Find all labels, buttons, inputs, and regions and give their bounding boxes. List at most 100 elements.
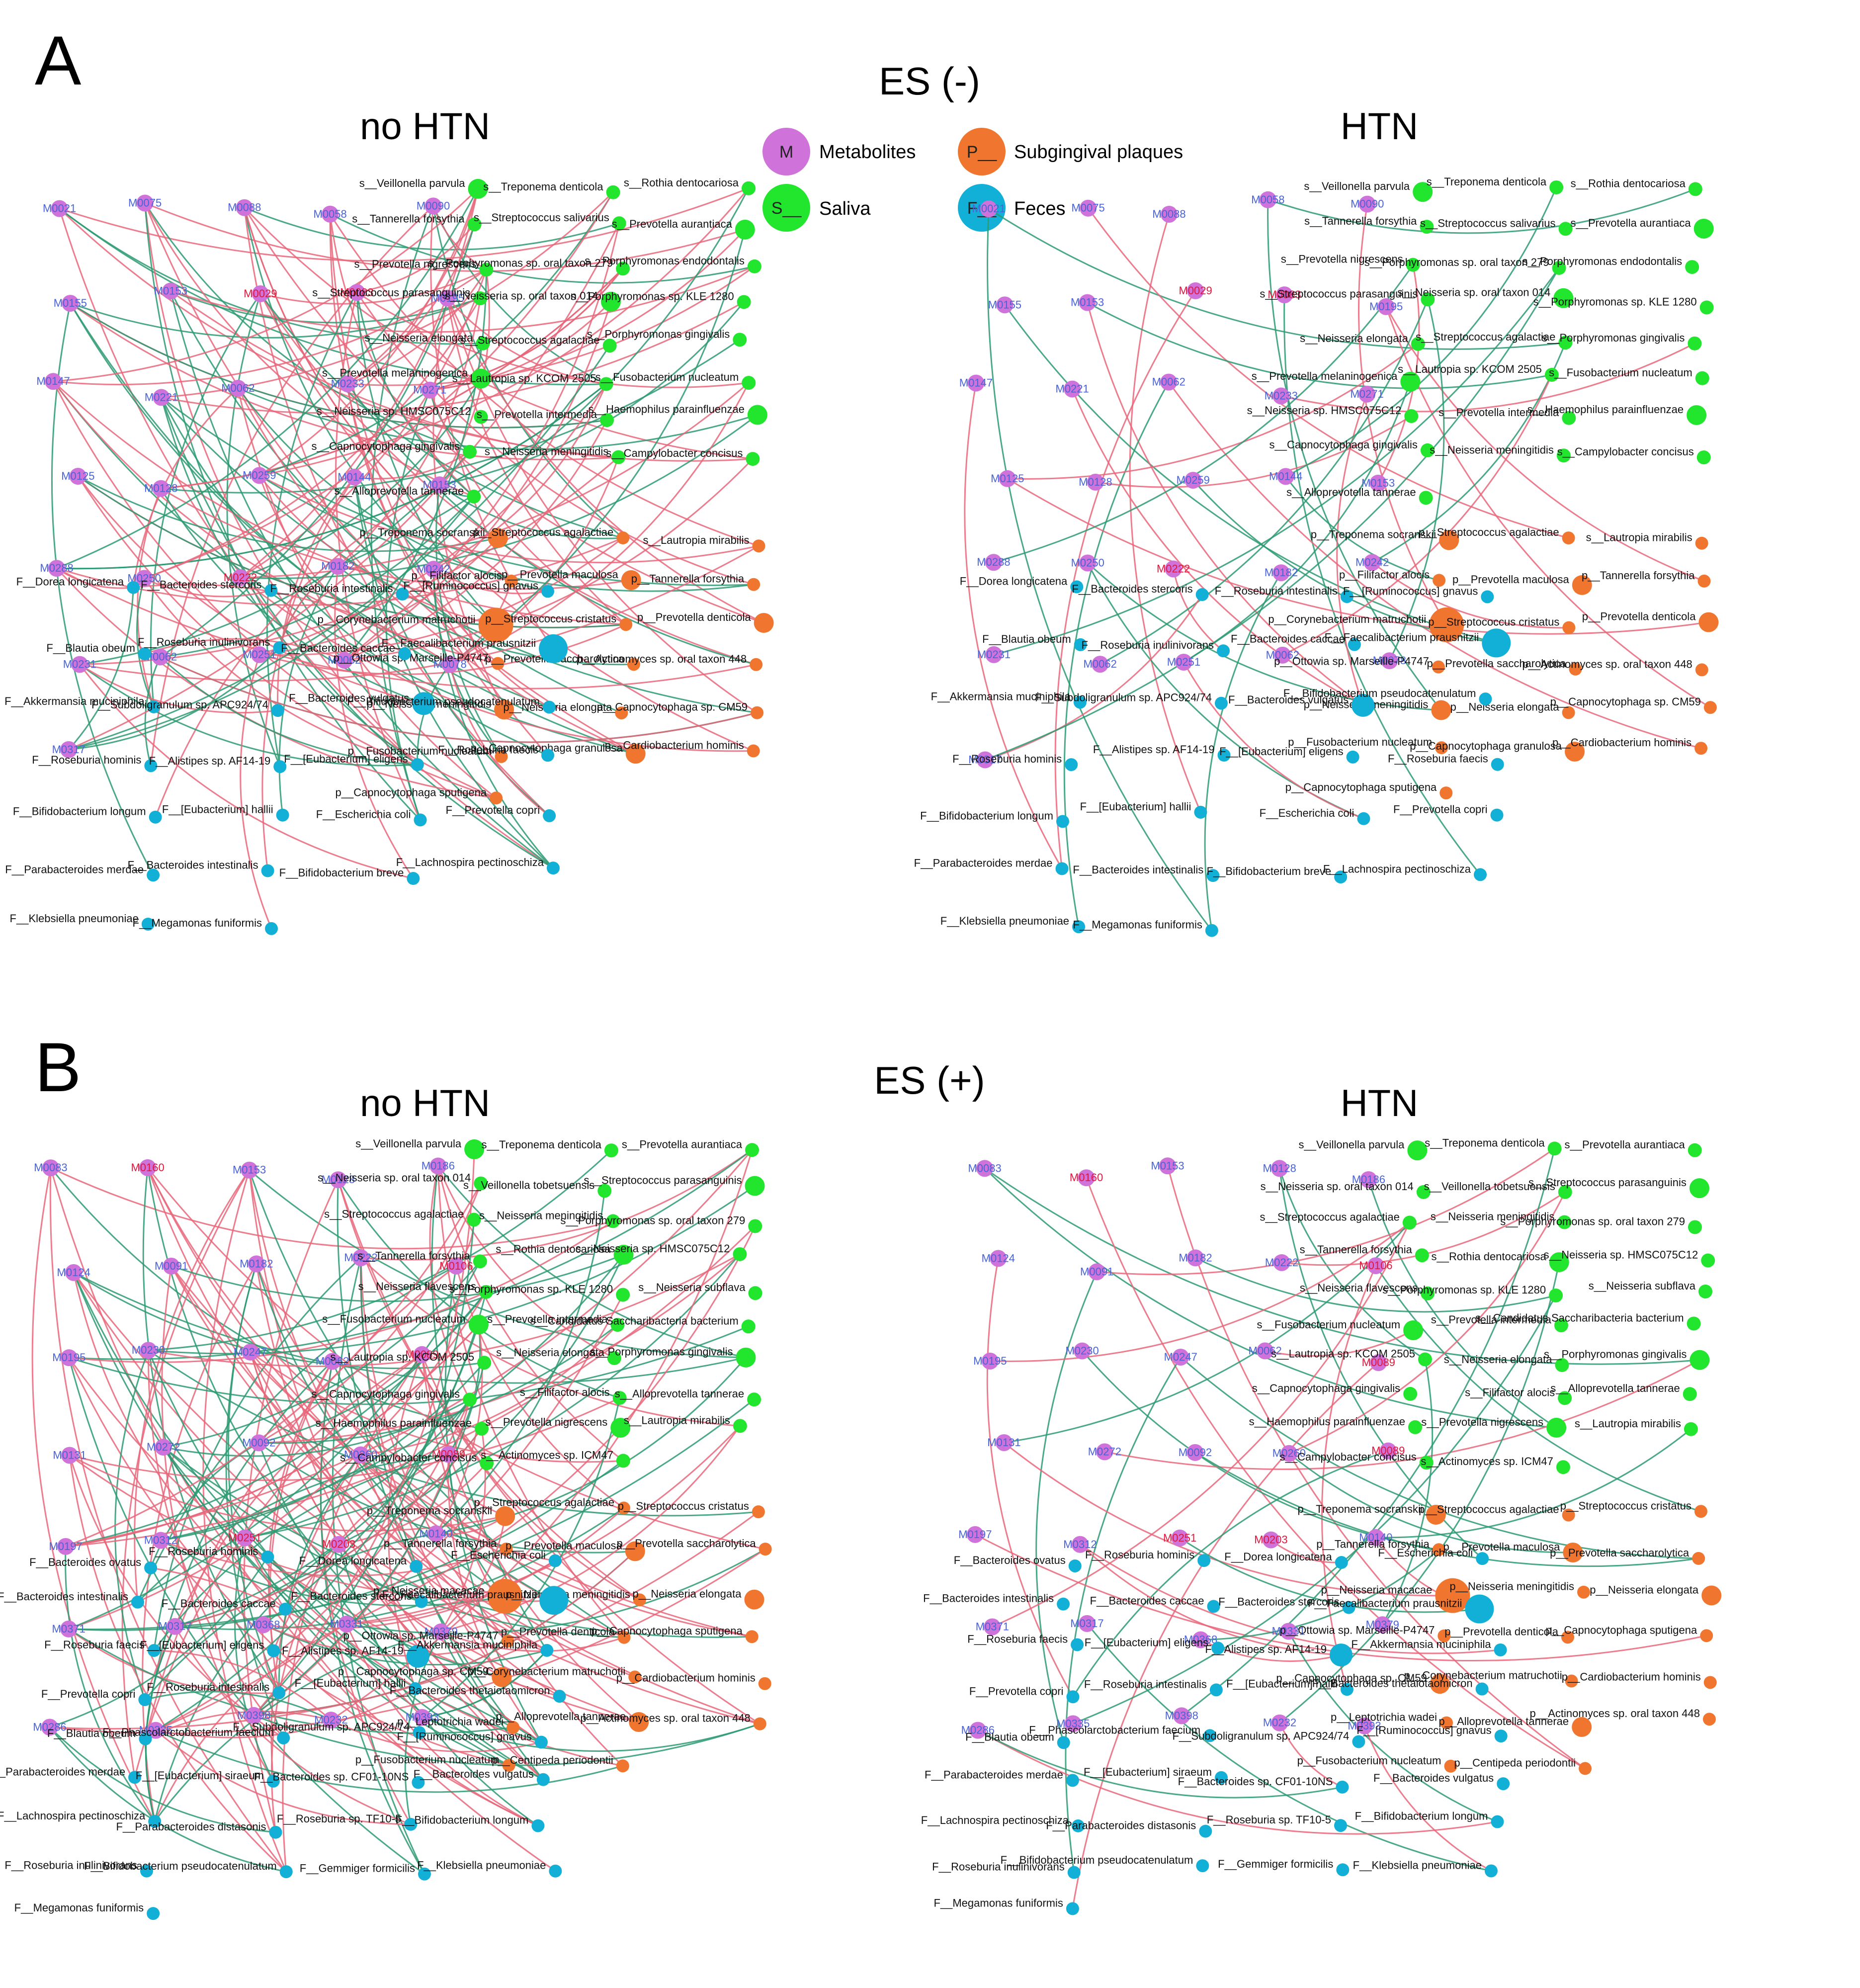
node-label-m0260: M0260 <box>1272 1447 1306 1460</box>
feces-node <box>1336 1863 1350 1877</box>
saliva-node <box>745 1143 760 1157</box>
node-label-f-bacteroides-sp-cf01-10ns: F__Bacteroides sp. CF01-10NS <box>1178 1775 1333 1788</box>
saliva-node <box>607 1351 621 1365</box>
node-label-f-klebsiella-pneumoniae: F__Klebsiella pneumoniae <box>1353 1859 1482 1871</box>
plaque-node <box>1692 1552 1705 1565</box>
node-label-s-lautropia-mirabilis: s__Lautropia mirabilis <box>643 534 749 546</box>
saliva-node <box>606 185 620 199</box>
plaque-node <box>744 1589 764 1610</box>
plaque-node <box>1703 1676 1717 1689</box>
feces-node <box>1196 1859 1209 1873</box>
node-label-m0124: M0124 <box>982 1252 1015 1264</box>
feces-node <box>1346 750 1359 764</box>
node-label-m0371: M0371 <box>976 1621 1009 1633</box>
metabolite-node <box>1078 1615 1096 1632</box>
metabolite-node <box>1173 1707 1190 1725</box>
plaque-node <box>1433 574 1446 587</box>
metabolite-node <box>1363 554 1381 571</box>
node-label-f-eubacterium-eligens: F__[Eubacterium] eligens <box>284 753 408 765</box>
correlation-edge <box>421 1354 640 1601</box>
plaque-node <box>619 618 633 631</box>
node-label-s-streptococcus-agalactiae: s__Streptococcus agalactiae <box>1416 331 1555 343</box>
node-label-s-porphyromonas-sp-oral-taxon-279: s__Porphyromonas sp. oral taxon 279 <box>428 257 613 269</box>
metabolite-node <box>1370 1354 1387 1371</box>
metabolite-node <box>1381 652 1398 670</box>
node-label-p-neisseria-elongata: p__Neisseria elongata <box>1450 700 1560 713</box>
feces-node <box>267 1644 280 1657</box>
correlation-edge <box>234 1538 274 1782</box>
node-label-m0131: M0131 <box>53 1449 86 1462</box>
correlation-edge <box>144 638 345 661</box>
metabolite-node <box>1080 199 1097 217</box>
node-label-m0153: M0153 <box>1151 1159 1184 1172</box>
feces-node <box>131 1595 144 1609</box>
node-label-f-roseburia-intestinalis: F__Roseburia intestinalis <box>1084 1678 1207 1690</box>
node-label-p-prevotella-denticola: p__Prevotella denticola <box>501 1626 615 1638</box>
node-label-p-alloprevotella-tannerae: p__Alloprevotella tannerae <box>1438 1715 1569 1728</box>
legend-metabolite-label: Metabolites <box>819 142 916 163</box>
node-label-m0125: M0125 <box>61 470 94 482</box>
metabolite-node <box>1074 1342 1091 1360</box>
metabolite-node <box>1271 1160 1288 1177</box>
node-label-m0128: M0128 <box>1079 476 1112 488</box>
node-label-m0075: M0075 <box>128 197 162 209</box>
feces-node <box>1211 1642 1225 1655</box>
plaque-node <box>616 1759 629 1773</box>
saliva-node <box>1558 336 1573 350</box>
feces-node <box>277 1731 290 1744</box>
metabolite-node <box>985 554 1002 571</box>
correlation-edge <box>237 388 548 592</box>
correlation-edge <box>332 1361 554 1601</box>
feces-node <box>261 864 274 877</box>
panel-b-right-title: HTN <box>1341 1082 1418 1124</box>
network-nodes: M0083 M0160 M0153 M0128 M0186 M0124 M0091 M0182… <box>921 1136 1722 1915</box>
node-label-s-tannerella-forsythia: s__Tannerella forsythia <box>1304 215 1417 227</box>
metabolite-node <box>1272 387 1290 405</box>
plaque-node <box>491 657 505 670</box>
node-label-s-prevotella-aurantiaca: s__Prevotella aurantiaca <box>622 1138 743 1150</box>
feces-node <box>407 872 420 885</box>
node-label-m0393: M0393 <box>406 1711 439 1724</box>
saliva-node <box>1556 1460 1570 1474</box>
node-label-s-lautropia-sp-kcom-2505: s__Lautropia sp. KCOM 2505 <box>330 1351 474 1363</box>
correlation-edge <box>987 209 1213 931</box>
feces-node <box>1329 1643 1353 1667</box>
correlation-edge <box>1035 1271 1098 1743</box>
node-label-m0312: M0312 <box>144 1534 177 1547</box>
node-label-p-streptococcus-agalactiae: p__Streptococcus agalactiae <box>474 1496 614 1509</box>
correlation-edge <box>338 1179 620 1399</box>
correlation-edge <box>1200 1549 1439 1641</box>
node-label-p-streptococcus-cristatus: p__Streptococcus cristatus <box>1560 1499 1691 1512</box>
saliva-node <box>476 336 490 350</box>
node-label-p-capnocytophaga-sp-cm59: p__Capnocytophaga sp. CM59 <box>1550 695 1701 708</box>
node-label-s-neisseria-elongata: s__Neisseria elongata <box>1444 1353 1552 1366</box>
feces-node <box>1199 1824 1212 1838</box>
correlation-edge <box>432 569 554 869</box>
plaque-node <box>501 1635 514 1648</box>
node-label-p-corynebacterium-matruchotii: p__Corynebacterium matruchotii <box>467 1665 625 1677</box>
correlation-edge <box>1065 1357 1182 1873</box>
correlation-edge <box>1283 295 1481 875</box>
node-label-s-alloprevotella-tannerae: s__Alloprevotella tannerae <box>615 1387 745 1400</box>
node-label-p-ottowia-sp-marseille-p4747: p__Ottowia sp. Marseille-P4747 <box>1279 1624 1435 1637</box>
saliva-node <box>735 219 755 240</box>
node-label-s-fusobacterium-nucleatum: s__Fusobacterium nucleatum <box>1549 366 1692 379</box>
correlation-edge <box>449 664 550 817</box>
node-label-f-escherichia-coli: F__Escherichia coli <box>1378 1547 1473 1559</box>
node-label-f-prevotella-copri: F__Prevotella copri <box>1393 803 1488 816</box>
plaque-node <box>747 578 761 591</box>
correlation-edge <box>169 291 554 869</box>
node-label-m0335: M0335 <box>1056 1717 1090 1729</box>
node-label-f-blautia-obeum: F__Blautia obeum <box>46 642 135 654</box>
correlation-edge <box>161 488 631 590</box>
node-label-m0182: M0182 <box>240 1257 273 1270</box>
node-label-s-campylobacter-concisus: s__Campylobacter concisus <box>340 1451 477 1464</box>
saliva-node <box>1407 1140 1428 1161</box>
node-label-p-cardiobacterium-hominis: p__Cardiobacterium hominis <box>1552 736 1691 749</box>
node-label-f-dorea-longicatena: F__Dorea longicatena <box>1224 1551 1332 1563</box>
node-label-m0195: M0195 <box>431 292 464 304</box>
feces-node <box>410 1559 423 1573</box>
node-label-s-campylobacter-concisus: s__Campylobacter concisus <box>1557 445 1694 458</box>
correlation-edge <box>69 1460 624 1631</box>
saliva-node <box>1416 1185 1431 1199</box>
